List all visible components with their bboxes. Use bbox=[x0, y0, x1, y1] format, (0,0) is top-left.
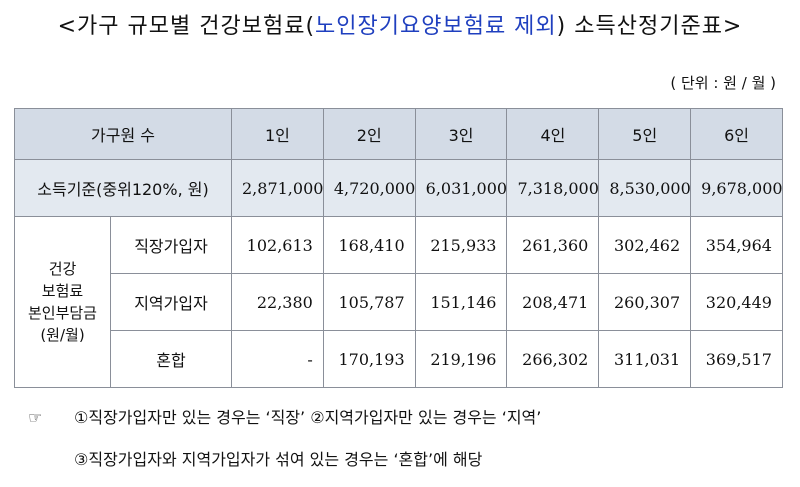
income-cell: 6,031,000 bbox=[414, 159, 508, 217]
header-col-2: 2인 bbox=[322, 108, 416, 160]
table-row: 지역가입자 22,380 105,787 151,146 208,471 260… bbox=[15, 273, 783, 331]
title-prefix: <가구 규모별 건강보험료( bbox=[57, 14, 316, 39]
unit-note: ( 단위 : 원 / 월 ) bbox=[670, 74, 776, 92]
row-label-employee: 직장가입자 bbox=[110, 216, 232, 274]
group-label-line: 건강 bbox=[48, 260, 77, 278]
table-row: 혼합 - 170,193 219,196 266,302 311,031 369… bbox=[15, 330, 783, 388]
note-line-2: ③직장가입자와 지역가입자가 섞여 있는 경우는 ‘혼합’에 해당 bbox=[74, 446, 482, 470]
table-cell: 170,193 bbox=[322, 330, 416, 388]
table-cell: 369,517 bbox=[690, 330, 783, 388]
group-label-line: 본인부담금 bbox=[27, 304, 97, 322]
table-cell: 302,462 bbox=[598, 216, 692, 274]
header-col-5: 5인 bbox=[598, 108, 692, 160]
table-cell: 219,196 bbox=[414, 330, 508, 388]
table-cell: - bbox=[231, 330, 324, 388]
table-cell: 22,380 bbox=[231, 273, 324, 331]
income-cell: 2,871,000 bbox=[231, 159, 324, 217]
header-col-3: 3인 bbox=[414, 108, 508, 160]
table-cell: 266,302 bbox=[506, 330, 600, 388]
table-row: 건강 보험료 본인부담금 (원/월) 직장가입자 102,613 168,410… bbox=[14, 216, 783, 388]
table-header-row: 가구원 수 1인 2인 3인 4인 5인 6인 bbox=[14, 108, 783, 160]
table-cell: 354,964 bbox=[690, 216, 783, 274]
table-cell: 260,307 bbox=[598, 273, 692, 331]
title-suffix: ) 소득산정기준표> bbox=[556, 14, 743, 39]
table-cell: 320,449 bbox=[690, 273, 783, 331]
group-label-line: (원/월) bbox=[40, 326, 85, 344]
income-cell: 9,678,000 bbox=[690, 159, 783, 217]
page-title: <가구 규모별 건강보험료(노인장기요양보험료 제외) 소득산정기준표> bbox=[0, 8, 800, 40]
income-cell: 4,720,000 bbox=[322, 159, 416, 217]
income-standard-table: 가구원 수 1인 2인 3인 4인 5인 6인 소득기준(중위120%, 원) … bbox=[14, 108, 783, 388]
table-cell: 311,031 bbox=[598, 330, 692, 388]
note-text-2: ③직장가입자와 지역가입자가 섞여 있는 경우는 ‘혼합’에 해당 bbox=[74, 450, 483, 469]
premium-group-label: 건강 보험료 본인부담금 (원/월) bbox=[14, 216, 111, 388]
income-cell: 8,530,000 bbox=[598, 159, 692, 217]
table-cell: 151,146 bbox=[414, 273, 508, 331]
income-label: 소득기준(중위120%, 원) bbox=[14, 159, 232, 217]
table-cell: 215,933 bbox=[414, 216, 508, 274]
header-col-6: 6인 bbox=[690, 108, 783, 160]
table-cell: 261,360 bbox=[506, 216, 600, 274]
income-cell: 7,318,000 bbox=[506, 159, 600, 217]
row-label-regional: 지역가입자 bbox=[110, 273, 232, 331]
title-highlight: 노인장기요양보험료 제외 bbox=[315, 14, 557, 39]
group-label-line: 보험료 bbox=[41, 282, 84, 300]
income-row: 소득기준(중위120%, 원) 2,871,000 4,720,000 6,03… bbox=[14, 159, 783, 217]
row-label-mixed: 혼합 bbox=[110, 330, 232, 388]
header-col-1: 1인 bbox=[231, 108, 324, 160]
table-cell: 208,471 bbox=[506, 273, 600, 331]
header-col-4: 4인 bbox=[506, 108, 600, 160]
note-text-1: ①직장가입자만 있는 경우는 ‘직장’ ②지역가입자만 있는 경우는 ‘지역’ bbox=[74, 408, 542, 427]
table-cell: 102,613 bbox=[231, 216, 324, 274]
table-cell: 105,787 bbox=[322, 273, 416, 331]
note-line-1: ☞ ①직장가입자만 있는 경우는 ‘직장’ ②지역가입자만 있는 경우는 ‘지역’ bbox=[28, 404, 541, 428]
header-household-label: 가구원 수 bbox=[14, 108, 232, 160]
table-cell: 168,410 bbox=[322, 216, 416, 274]
pointing-hand-icon: ☞ bbox=[28, 408, 43, 427]
